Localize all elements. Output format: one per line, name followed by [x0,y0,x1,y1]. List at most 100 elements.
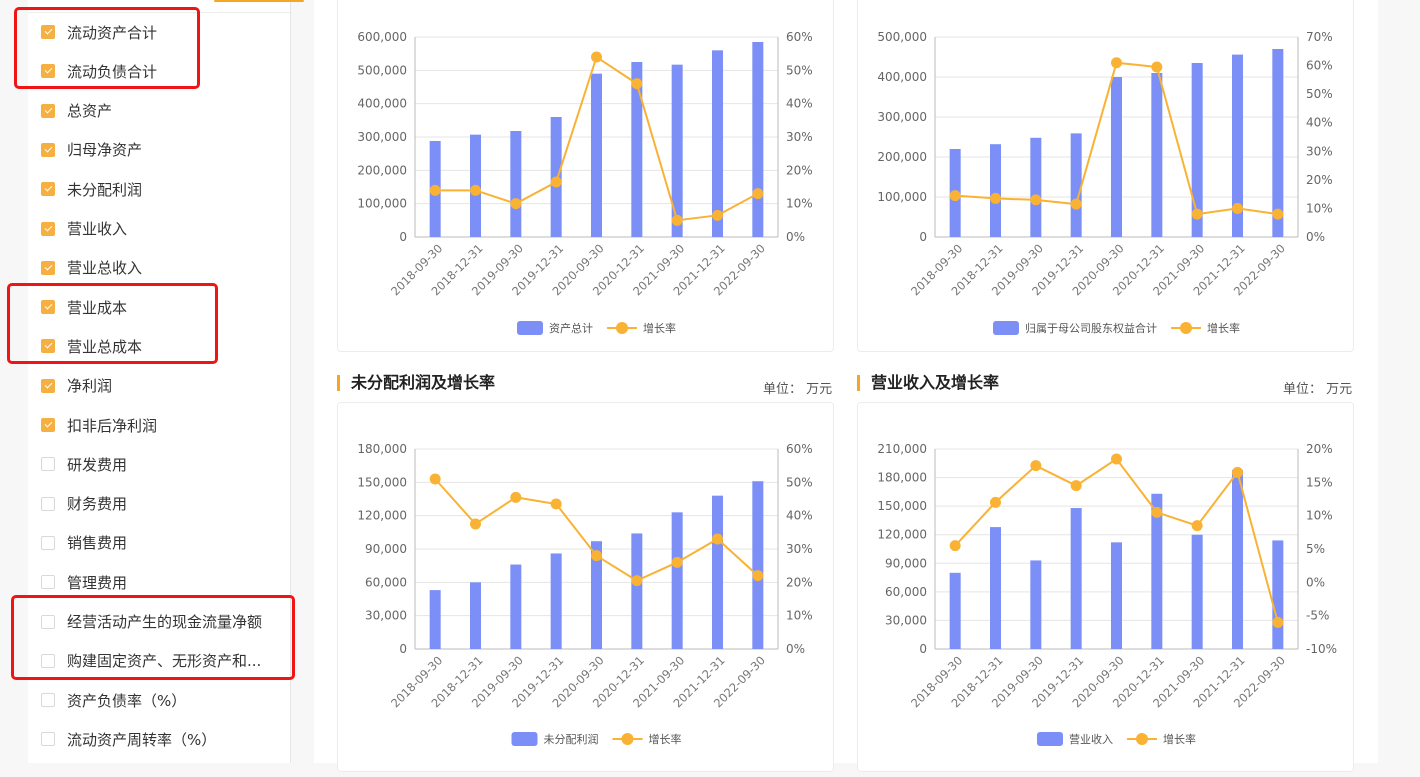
unit-label-revenue: 单位： 万元 [1283,382,1353,397]
sidebar-item[interactable]: 流动负债合计 [41,59,157,83]
y-tick-label-left: 150,000 [877,499,927,513]
bar [1191,63,1203,237]
sidebar-item-label: 归母净资产 [67,141,143,160]
checkbox-unchecked[interactable] [41,496,55,511]
checkbox-unchecked[interactable] [41,457,55,472]
bar [1191,534,1203,649]
growth-point [1030,460,1042,472]
sidebar-item[interactable]: 研发费用 [41,452,127,476]
y-tick-label-left: 500,000 [877,30,927,44]
legend-line-marker [621,733,634,745]
y-tick-label-right: 5% [1306,542,1325,556]
chart-panel-revenue: 0 30,000 60,000 90,000 120,000 150,000 180,000… [857,402,1354,772]
legend-bar-swatch [1037,732,1063,746]
legend-line-marker [1136,733,1148,745]
growth-point [1272,616,1284,628]
bar [671,512,683,649]
chart-revenue: 0 30,000 60,000 90,000 120,000 150,000 180,000… [877,442,1337,746]
checkbox-checked[interactable] [41,260,55,275]
sidebar-item[interactable]: 流动资产合计 [41,20,157,44]
legend-label: 未分配利润 [544,732,599,746]
checkbox-unchecked[interactable] [41,693,55,708]
legend-label: 归属于母公司股东权益合计 [1025,321,1157,335]
checkbox-checked[interactable] [41,64,55,79]
checkbox-unchecked[interactable] [41,535,55,550]
growth-point [712,209,723,221]
sidebar-item[interactable]: 经营活动产生的现金流量净额 [41,610,262,634]
checkbox-unchecked[interactable] [41,614,55,629]
growth-point [1191,520,1203,532]
sidebar-item[interactable]: 管理费用 [41,570,127,594]
y-tick-label-right: 40% [1306,116,1333,130]
growth-point [1111,57,1122,69]
growth-point [510,198,522,210]
checkbox-unchecked[interactable] [41,732,55,747]
y-tick-label-right: 20% [1306,442,1333,456]
y-tick-label-right: 15% [1306,475,1333,489]
legend-label: 营业收入 [1069,732,1113,746]
growth-point [1272,208,1284,220]
y-tick-label-left: 300,000 [877,110,927,124]
bar [591,541,602,649]
y-tick-label-left: 90,000 [885,556,927,570]
sidebar-item[interactable]: 购建固定资产、无形资产和... [41,649,261,673]
checkbox-checked[interactable] [41,25,55,39]
y-tick-label-left: 100,000 [877,190,927,204]
bar [752,481,764,649]
bar [1151,493,1163,649]
checkbox-checked[interactable] [41,182,55,197]
sidebar-item[interactable]: 财务费用 [41,492,127,516]
checkbox-unchecked[interactable] [41,575,55,590]
y-tick-label-left: 400,000 [357,97,407,111]
checkbox-unchecked[interactable] [41,653,55,668]
sidebar-item-label: 营业成本 [67,298,128,317]
checkbox-checked[interactable] [41,142,55,157]
y-tick-label-right: 60% [786,30,813,44]
bar [1232,54,1243,237]
sidebar-item[interactable]: 营业总成本 [41,334,142,358]
sidebar-item[interactable]: 流动资产周转率（%） [41,727,216,751]
sidebar-item-label: 净利润 [67,377,113,396]
sidebar-item[interactable]: 销售费用 [41,531,127,555]
bar [1070,133,1082,237]
sidebar-item[interactable]: 总资产 [41,99,112,123]
y-tick-label-left: 200,000 [877,150,927,164]
bar [1232,469,1243,649]
growth-point [429,473,441,485]
highlight-box-cost [7,283,218,364]
y-tick-label-left: 0 [399,230,407,244]
bar [631,62,643,237]
sidebar-item[interactable]: 未分配利润 [41,177,142,201]
checkbox-checked[interactable] [41,221,55,236]
sidebar-item[interactable]: 营业总收入 [41,256,142,280]
growth-point [631,575,643,587]
checkbox-checked[interactable] [41,378,55,393]
y-tick-label-right: 40% [786,509,813,523]
legend-label: 资产总计 [549,321,593,335]
sidebar-item[interactable]: 净利润 [41,374,112,398]
bar [671,64,683,238]
y-tick-label-right: 40% [786,97,813,111]
checkbox-checked[interactable] [41,300,55,315]
y-tick-label-left: 0 [399,642,407,656]
sidebar-item[interactable]: 营业收入 [41,217,127,241]
sidebar-item[interactable]: 营业成本 [41,295,127,319]
bar [1151,73,1163,237]
sidebar-item[interactable]: 资产负债率（%） [41,688,186,712]
unit-label-retained-earnings: 单位： 万元 [763,382,833,397]
legend-bar-swatch [511,732,538,746]
bar [429,590,441,649]
legend-label: 增长率 [1163,732,1196,746]
sidebar-item-label: 未分配利润 [67,180,143,199]
y-tick-label-left: 90,000 [365,542,407,556]
sidebar-item[interactable]: 归母净资产 [41,138,142,162]
y-tick-label-right: 50% [786,475,813,489]
sidebar-item[interactable]: 扣非后净利润 [41,413,157,437]
checkbox-checked[interactable] [41,103,55,118]
checkbox-checked[interactable] [41,418,55,432]
sidebar-top-accent [214,0,304,2]
growth-point [671,214,683,226]
checkbox-checked[interactable] [41,339,55,354]
growth-point [1030,194,1042,206]
sidebar-item-label: 研发费用 [67,455,128,474]
